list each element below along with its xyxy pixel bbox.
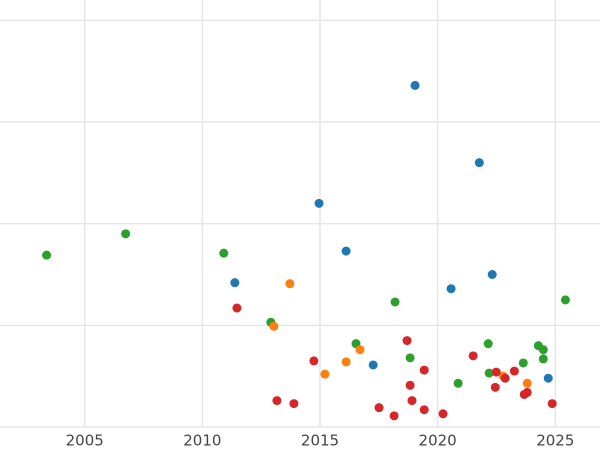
point — [490, 382, 500, 392]
point — [402, 336, 412, 346]
point — [121, 229, 131, 239]
point — [230, 278, 240, 288]
x-tick-label: 2010 — [183, 432, 221, 450]
point — [483, 339, 493, 349]
point — [547, 399, 557, 409]
point — [446, 284, 456, 294]
point — [522, 378, 532, 388]
x-tick-label: 2025 — [536, 432, 574, 450]
point — [341, 246, 351, 256]
point — [269, 321, 279, 331]
point — [419, 405, 429, 415]
point — [487, 270, 497, 279]
x-tick-label: 2020 — [419, 432, 457, 450]
point — [560, 295, 570, 305]
point — [407, 396, 417, 406]
point — [368, 360, 378, 370]
point — [543, 373, 553, 383]
point — [272, 396, 282, 406]
point — [438, 409, 448, 419]
point — [42, 250, 52, 260]
point — [341, 357, 351, 367]
point — [453, 378, 463, 388]
point — [468, 351, 478, 361]
x-tick-label: 2015 — [301, 432, 339, 450]
point — [419, 365, 429, 375]
point — [355, 345, 365, 355]
point — [538, 345, 548, 355]
point — [314, 198, 324, 208]
x-tick-label: 2005 — [66, 432, 104, 450]
point — [538, 354, 548, 364]
point — [410, 80, 420, 90]
point — [518, 358, 528, 368]
point — [519, 389, 529, 399]
point — [390, 297, 400, 307]
point — [320, 369, 330, 379]
point — [289, 399, 299, 409]
point — [500, 373, 510, 383]
point — [405, 353, 415, 363]
point — [374, 403, 384, 413]
point — [405, 380, 415, 390]
point — [484, 368, 494, 378]
point — [389, 411, 399, 421]
point — [474, 158, 484, 168]
point — [491, 367, 501, 377]
point — [219, 248, 229, 258]
point — [509, 366, 519, 376]
point — [285, 279, 295, 289]
point — [232, 303, 242, 313]
point — [309, 356, 319, 366]
